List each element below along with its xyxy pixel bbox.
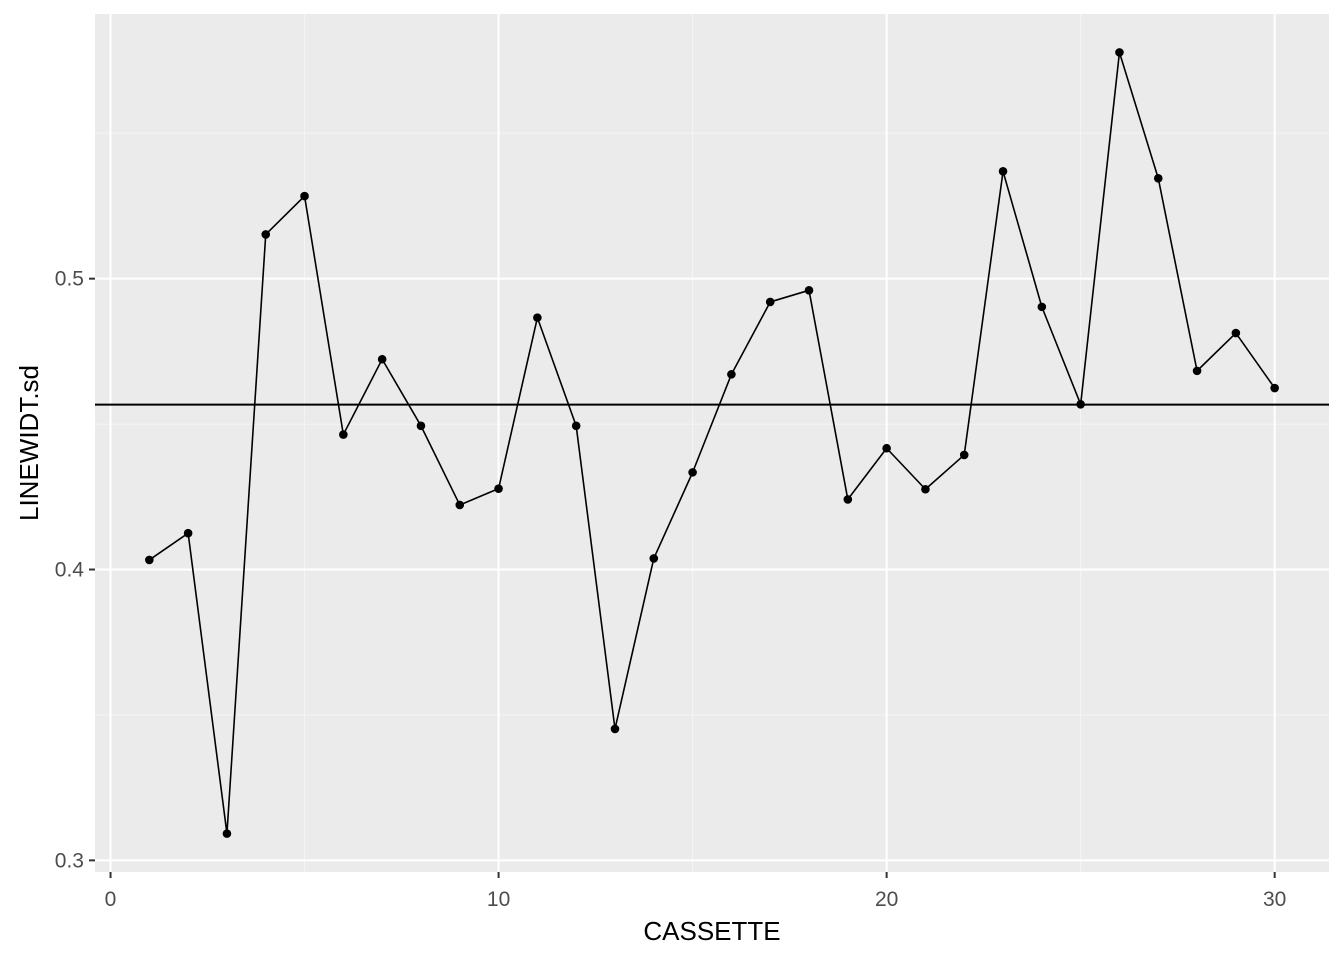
minor-gridlines bbox=[95, 14, 1329, 872]
plot-panel bbox=[95, 14, 1329, 872]
data-point bbox=[339, 430, 348, 439]
data-point bbox=[222, 829, 232, 838]
data-point bbox=[377, 354, 387, 364]
data-point bbox=[610, 724, 620, 734]
data-point bbox=[998, 167, 1008, 176]
data-point bbox=[688, 468, 697, 477]
x-tick-label: 20 bbox=[875, 888, 898, 911]
data-point bbox=[843, 495, 853, 504]
data-point bbox=[804, 286, 814, 295]
y-tick-label: 0.4 bbox=[55, 559, 85, 582]
x-tick-label: 30 bbox=[1263, 888, 1286, 911]
major-gridlines bbox=[95, 14, 1329, 872]
data-point bbox=[1153, 174, 1163, 183]
y-axis-title: LINEWIDT.sd bbox=[14, 365, 44, 521]
data-point bbox=[455, 500, 465, 510]
x-tick-label: 10 bbox=[487, 888, 510, 911]
data-point bbox=[1037, 302, 1047, 312]
x-tick-label: 0 bbox=[105, 888, 117, 911]
x-axis-title: CASSETTE bbox=[643, 916, 780, 946]
data-point bbox=[959, 450, 969, 460]
data-point bbox=[494, 484, 503, 493]
data-point bbox=[300, 191, 309, 201]
series-line-group bbox=[148, 51, 1276, 835]
data-point bbox=[261, 230, 271, 239]
data-point bbox=[571, 421, 581, 431]
y-axis: 0.3 0.4 0.5 bbox=[55, 268, 95, 872]
data-point bbox=[416, 421, 426, 431]
data-point bbox=[533, 313, 542, 322]
data-point bbox=[649, 554, 659, 563]
data-point bbox=[765, 297, 775, 307]
data-point bbox=[1231, 328, 1241, 338]
data-points bbox=[145, 48, 1279, 838]
series-line bbox=[148, 51, 1276, 835]
y-tick-label: 0.5 bbox=[55, 268, 84, 291]
data-point bbox=[882, 443, 891, 453]
data-point bbox=[1192, 366, 1202, 376]
data-point bbox=[727, 370, 736, 379]
data-point bbox=[1270, 383, 1279, 393]
data-point bbox=[1115, 48, 1124, 57]
data-point bbox=[921, 484, 930, 494]
y-tick-label: 0.3 bbox=[55, 849, 84, 872]
data-point bbox=[183, 528, 193, 538]
x-axis: 0 10 20 30 bbox=[105, 872, 1286, 911]
data-point bbox=[1076, 400, 1085, 409]
data-point bbox=[145, 555, 154, 565]
